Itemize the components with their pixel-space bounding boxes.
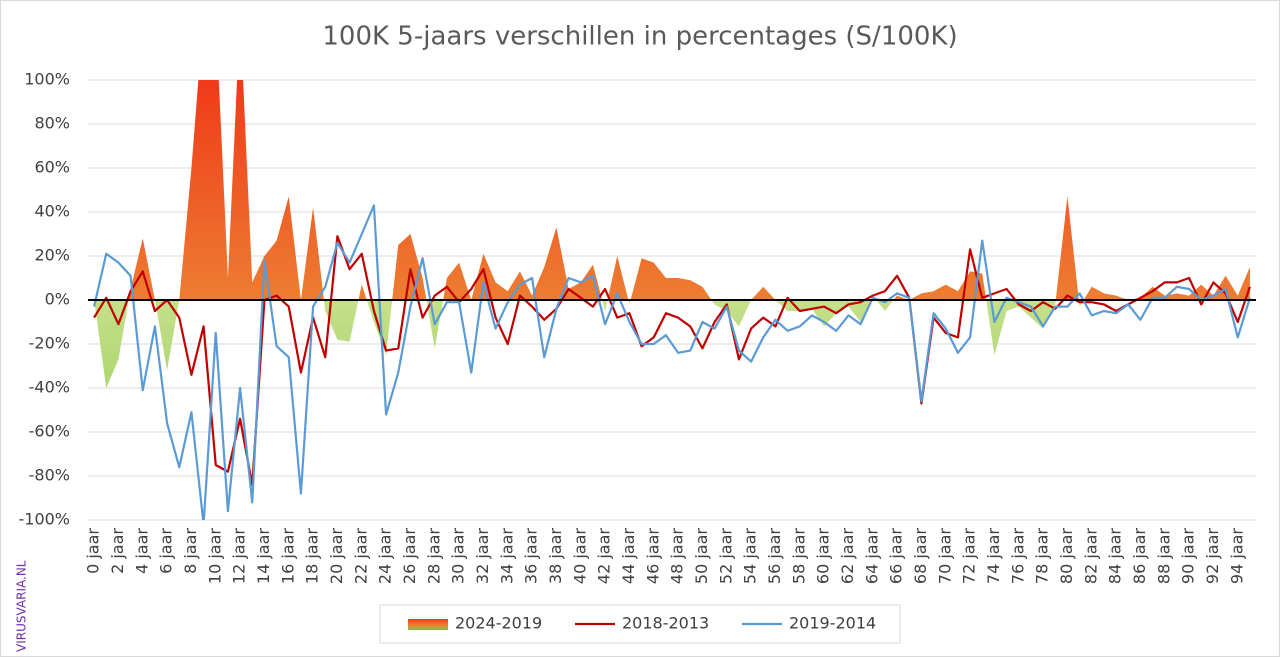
x-tick-label: 72 jaar [960,528,979,585]
x-tick-label: 30 jaar [449,528,468,585]
x-tick-label: 26 jaar [400,528,419,585]
x-tick-label: 88 jaar [1154,528,1173,585]
x-tick-label: 8 jaar [181,528,200,574]
y-tick-label: -100% [18,510,70,529]
x-tick-label: 2 jaar [108,528,127,574]
x-tick-label: 70 jaar [935,528,954,585]
x-tick-label: 90 jaar [1179,528,1198,585]
legend-box [379,604,901,644]
x-tick-label: 6 jaar [157,528,176,574]
x-tick-label: 40 jaar [570,528,589,585]
credit: VIRUSVARIA.NL [15,560,29,652]
x-tick-label: 94 jaar [1227,528,1246,585]
x-tick-label: 80 jaar [1057,528,1076,585]
y-tick-label: 40% [34,202,70,221]
x-tick-label: 64 jaar [862,528,881,585]
x-tick-label: 16 jaar [278,528,297,585]
y-tick-label: -20% [29,334,70,353]
x-tick-label: 0 jaar [84,528,103,574]
x-tick-label: 68 jaar [911,528,930,585]
x-tick-label: 22 jaar [351,528,370,585]
area [94,80,1250,388]
x-tick-label: 42 jaar [595,528,614,585]
x-tick-label: 4 jaar [132,528,151,574]
legend-swatch [408,619,448,630]
x-tick-label: 66 jaar [887,528,906,585]
y-tick-label: -60% [29,422,70,441]
x-tick-label: 20 jaar [327,528,346,585]
y-tick-label: -40% [29,378,70,397]
y-tick-label: 80% [34,114,70,133]
x-tick-label: 54 jaar [741,528,760,585]
x-tick-label: 12 jaar [230,528,249,585]
x-tick-label: 92 jaar [1203,528,1222,585]
y-tick-label: 0% [45,290,70,309]
x-tick-label: 60 jaar [814,528,833,585]
y-tick-label: 20% [34,246,70,265]
line [93,204,1251,520]
x-tick-label: 14 jaar [254,528,273,585]
y-tick-label: 100% [24,70,70,89]
chart-title: 100K 5-jaars verschillen in percentages … [322,22,957,52]
x-tick-label: 84 jaar [1106,528,1125,585]
x-tick-label: 74 jaar [984,528,1003,585]
y-tick-label: 60% [34,158,70,177]
legend-label: 2019-2014 [789,614,876,633]
legend-label: 2018-2013 [622,614,709,633]
x-tick-label: 56 jaar [765,528,784,585]
x-tick-label: 62 jaar [838,528,857,585]
x-tick-label: 82 jaar [1081,528,1100,585]
x-tick-label: 86 jaar [1130,528,1149,585]
x-tick-label: 52 jaar [716,528,735,585]
x-tick-label: 50 jaar [692,528,711,585]
x-tick-label: 46 jaar [643,528,662,585]
legend-label: 2024-2019 [455,614,542,633]
x-tick-label: 76 jaar [1008,528,1027,585]
x-tick-label: 36 jaar [522,528,541,585]
x-tick-label: 28 jaar [424,528,443,585]
x-tick-label: 58 jaar [789,528,808,585]
x-tick-label: 32 jaar [473,528,492,585]
x-tick-label: 44 jaar [619,528,638,585]
x-tick-label: 34 jaar [497,528,516,585]
x-tick-label: 48 jaar [668,528,687,585]
x-tick-label: 10 jaar [205,528,224,585]
x-tick-label: 24 jaar [376,528,395,585]
x-tick-label: 38 jaar [546,528,565,585]
y-tick-label: -80% [29,466,70,485]
x-tick-label: 78 jaar [1033,528,1052,585]
x-tick-label: 18 jaar [303,528,322,585]
